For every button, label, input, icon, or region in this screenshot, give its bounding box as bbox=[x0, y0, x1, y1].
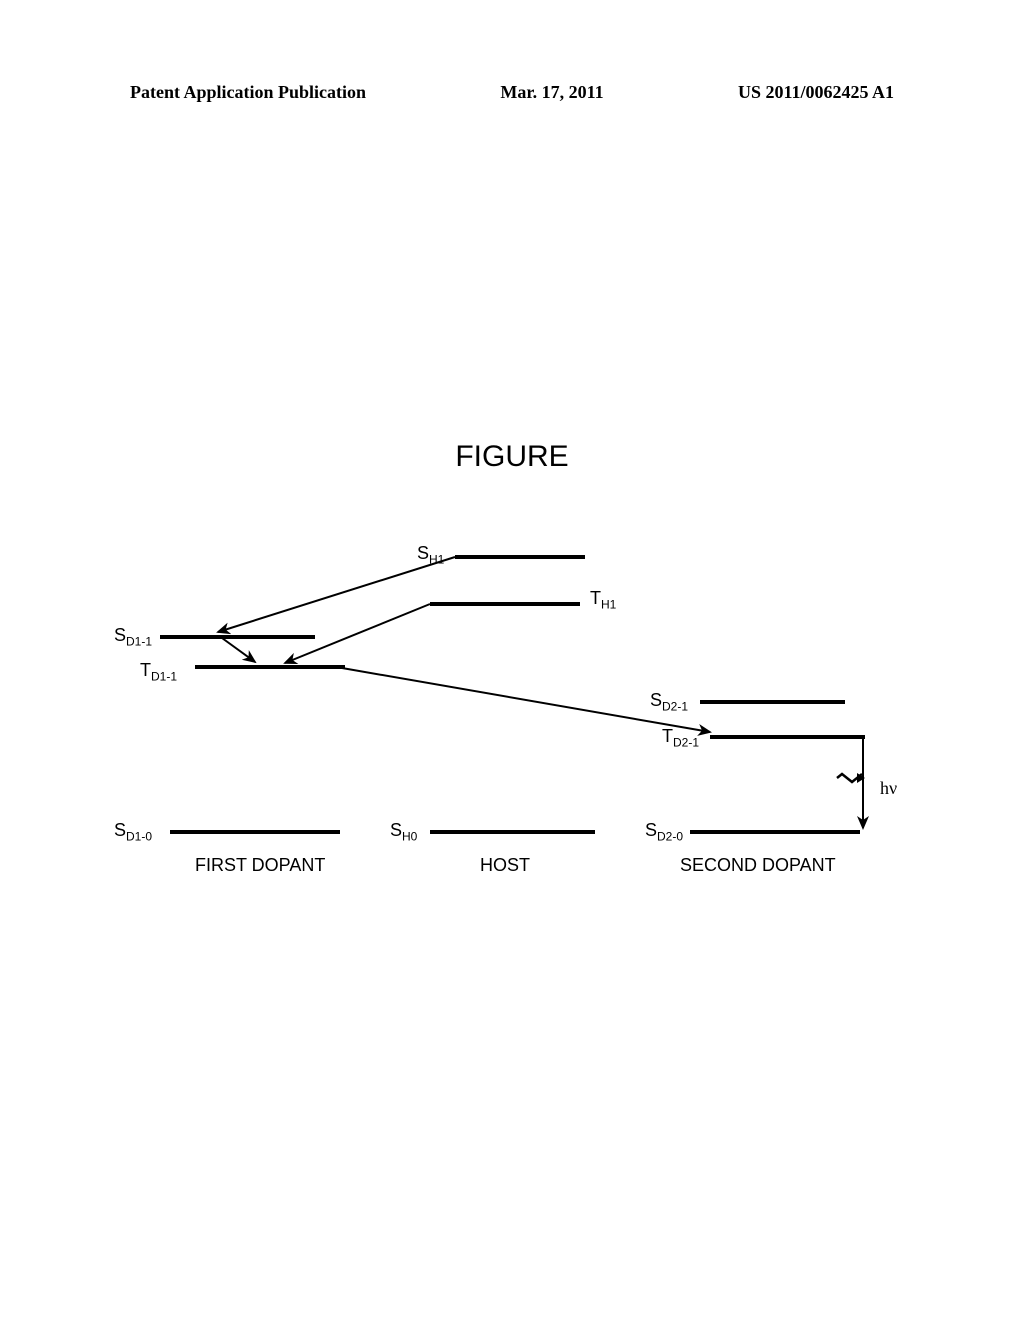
patent-header: Patent Application Publication Mar. 17, … bbox=[0, 82, 1024, 103]
arrow-sd11-to-td11 bbox=[222, 638, 255, 662]
publication-number: US 2011/0062425 A1 bbox=[738, 82, 894, 103]
arrow-td11-to-td21 bbox=[342, 668, 710, 732]
figure-title: FIGURE bbox=[0, 440, 1024, 474]
arrow-sh1-to-sd11 bbox=[218, 557, 455, 632]
publication-type: Patent Application Publication bbox=[130, 82, 366, 103]
energy-diagram: SD1-1 TD1-1 SD1-0 SH1 TH1 SH0 SD2-1 TD2-… bbox=[110, 520, 910, 920]
arrow-th1-to-td11 bbox=[285, 604, 430, 663]
arrows-layer bbox=[110, 520, 910, 920]
publication-date: Mar. 17, 2011 bbox=[500, 82, 603, 103]
